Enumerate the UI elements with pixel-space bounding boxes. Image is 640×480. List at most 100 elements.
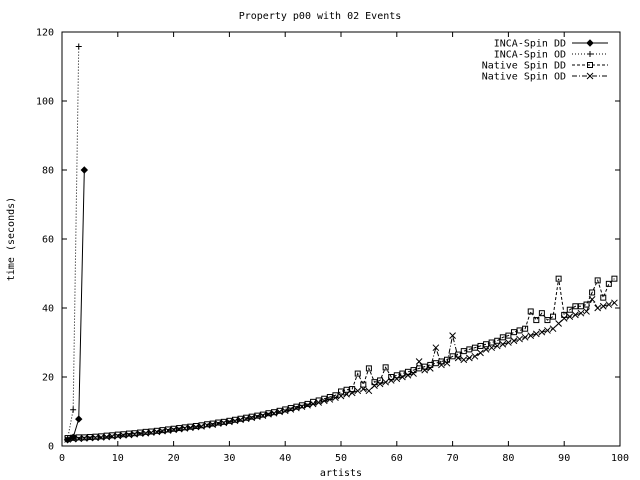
square-marker [153, 427, 160, 434]
cross-marker [611, 299, 618, 307]
square-marker [605, 280, 612, 287]
cross-marker [583, 308, 590, 315]
square-marker [460, 348, 467, 355]
cross-marker [488, 344, 496, 352]
square-marker [181, 424, 188, 431]
cross-marker [164, 427, 172, 434]
cross-marker [343, 390, 350, 398]
square-marker [538, 310, 545, 317]
cross-marker [242, 415, 250, 423]
legend-label: Native Spin OD [482, 72, 566, 83]
cross-marker [460, 356, 468, 364]
cross-marker [220, 419, 228, 427]
square-marker [432, 360, 439, 367]
plus-marker [587, 51, 593, 57]
cross-marker [147, 429, 155, 436]
square-marker [92, 433, 99, 440]
square-marker [64, 435, 71, 442]
cross-marker [86, 434, 94, 442]
cross-marker [337, 392, 345, 400]
cross-marker [477, 349, 484, 357]
cross-marker [594, 304, 602, 312]
square-marker [349, 386, 356, 393]
cross-marker [237, 416, 244, 424]
cross-marker [298, 403, 306, 411]
cross-marker [527, 332, 535, 339]
square-marker [125, 430, 132, 437]
square-marker [499, 334, 506, 341]
square-marker [131, 430, 138, 437]
square-marker [416, 365, 423, 372]
cross-marker [499, 340, 507, 348]
cross-marker [521, 333, 529, 341]
cross-marker [432, 344, 440, 352]
square-marker [170, 425, 177, 432]
square-marker [81, 434, 88, 441]
square-marker [343, 386, 350, 393]
cross-marker [92, 434, 99, 442]
cross-marker [382, 378, 389, 386]
cross-marker [259, 412, 267, 419]
plus-marker [75, 43, 82, 50]
cross-marker [153, 428, 161, 436]
square-marker [494, 337, 501, 344]
cross-marker [482, 346, 490, 353]
square-marker [555, 275, 562, 282]
square-marker [209, 420, 216, 427]
cross-marker [315, 399, 323, 406]
cross-marker [69, 435, 77, 443]
cross-marker [410, 370, 417, 377]
cross-marker [80, 435, 88, 442]
cross-marker [192, 423, 200, 431]
square-marker [365, 365, 372, 372]
cross-marker [170, 426, 177, 434]
cross-marker [577, 309, 585, 317]
cross-marker [549, 325, 557, 333]
square-marker [75, 434, 82, 441]
cross-marker [326, 396, 334, 403]
square-marker [165, 426, 172, 433]
square-marker [589, 289, 596, 296]
cross-marker [97, 434, 105, 441]
cross-marker [438, 361, 445, 369]
x-tick-label: 0 [59, 453, 65, 464]
cross-marker [471, 352, 479, 360]
y-tick-label: 120 [36, 28, 54, 39]
square-marker [220, 418, 227, 425]
cross-marker [586, 72, 594, 80]
y-tick-label: 20 [42, 373, 54, 384]
cross-marker [253, 413, 261, 421]
cross-marker [376, 380, 384, 388]
cross-marker [108, 432, 116, 440]
cross-marker [532, 330, 540, 338]
cross-marker [287, 406, 295, 413]
series-layer [63, 43, 618, 444]
square-marker [522, 325, 529, 332]
square-marker [527, 308, 534, 315]
cross-marker [387, 377, 395, 384]
square-marker [594, 277, 601, 284]
cross-marker [393, 375, 401, 383]
square-marker [98, 433, 105, 440]
square-marker [410, 367, 417, 374]
cross-marker [538, 328, 546, 336]
cross-marker [443, 359, 451, 367]
square-marker [544, 317, 551, 324]
cross-marker [544, 327, 551, 334]
square-marker [237, 415, 244, 422]
cross-marker [555, 320, 562, 327]
cross-marker [415, 358, 423, 365]
square-marker [120, 431, 127, 438]
square-marker [176, 425, 183, 432]
cross-marker [293, 404, 300, 412]
cross-marker [181, 425, 189, 432]
x-tick-label: 40 [279, 453, 291, 464]
square-marker [86, 434, 93, 441]
square-marker [471, 344, 478, 351]
cross-marker [399, 373, 406, 381]
series-native-spin-od [64, 296, 618, 443]
cross-marker [309, 400, 317, 408]
axis-ticks: 0 10 20 30 40 50 60 70 80 90 100 0 20 40 60 80 100 120 [36, 28, 629, 465]
y-axis-label: time (seconds) [6, 197, 17, 281]
square-marker [572, 303, 579, 310]
